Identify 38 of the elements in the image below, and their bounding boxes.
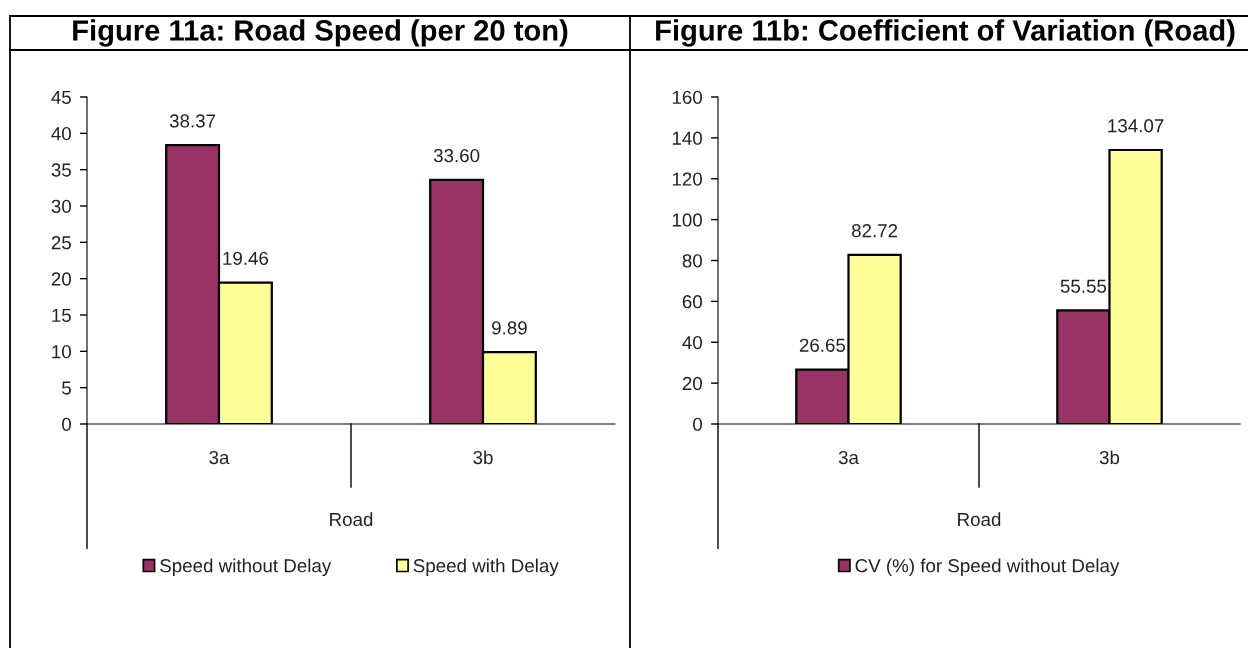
y-tick-label: 5 bbox=[62, 381, 71, 395]
legend-label: Speed without Delay bbox=[160, 558, 332, 577]
y-tick-label: 0 bbox=[693, 417, 702, 431]
data-label: 9.89 bbox=[492, 321, 527, 335]
y-tick-label: 15 bbox=[52, 308, 71, 322]
chart-title: Figure 11a: Road Speed (per 20 ton) bbox=[73, 19, 568, 47]
data-label: 33.60 bbox=[433, 148, 480, 163]
data-label: 82.72 bbox=[851, 224, 898, 238]
legend-label: CV (%) for Speed without Delay bbox=[855, 558, 1120, 577]
x-tick-label: 3a bbox=[209, 450, 230, 465]
data-label: 19.46 bbox=[223, 251, 269, 265]
y-tick-label: 100 bbox=[672, 213, 702, 227]
y-tick-label: 45 bbox=[51, 90, 71, 104]
y-tick-label: 20 bbox=[682, 376, 702, 391]
y-tick-label: 160 bbox=[672, 90, 702, 104]
y-tick-label: 30 bbox=[51, 199, 71, 213]
data-label: 26.65 bbox=[799, 338, 846, 352]
x-axis-title: Road bbox=[958, 512, 1001, 527]
data-label: 38.37 bbox=[169, 114, 216, 128]
x-tick-label: 3b bbox=[473, 450, 493, 465]
chart-title: Figure 11b: Coefficient of Variation (Road) bbox=[656, 19, 1235, 47]
x-tick-label: 3a bbox=[838, 450, 859, 465]
y-tick-label: 120 bbox=[672, 172, 702, 186]
y-tick-label: 20 bbox=[51, 272, 71, 286]
y-tick-label: 140 bbox=[672, 131, 702, 145]
y-tick-label: 80 bbox=[682, 254, 702, 268]
y-tick-label: 0 bbox=[62, 417, 71, 431]
data-label: 134.07 bbox=[1108, 119, 1164, 133]
y-tick-label: 40 bbox=[682, 335, 702, 350]
x-tick-label: 3b bbox=[1099, 450, 1120, 465]
y-tick-label: 60 bbox=[682, 295, 702, 309]
legend-label: Speed with Delay bbox=[413, 558, 559, 577]
y-tick-label: 10 bbox=[52, 345, 71, 359]
y-tick-label: 40 bbox=[51, 127, 71, 141]
y-tick-label: 25 bbox=[51, 236, 71, 250]
x-axis-title: Road bbox=[330, 512, 373, 527]
y-tick-label: 35 bbox=[51, 163, 71, 177]
data-label: 55.55 bbox=[1060, 279, 1107, 293]
